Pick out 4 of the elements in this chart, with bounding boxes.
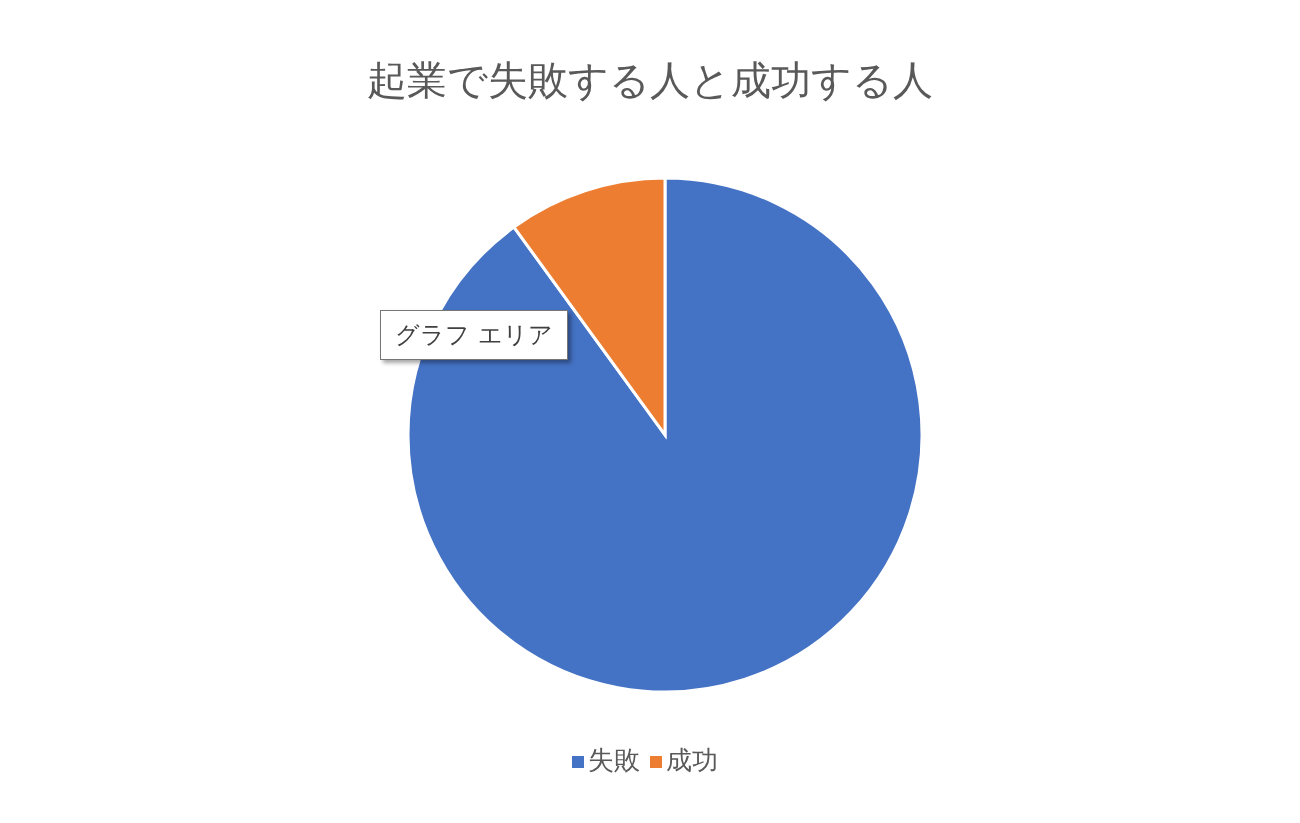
chart-title: 起業で失敗する人と成功する人 (366, 56, 934, 105)
legend-label: 失敗 (588, 745, 640, 775)
text: グラフ エリア (380, 310, 568, 360)
legend-label: 成功 (666, 745, 718, 775)
